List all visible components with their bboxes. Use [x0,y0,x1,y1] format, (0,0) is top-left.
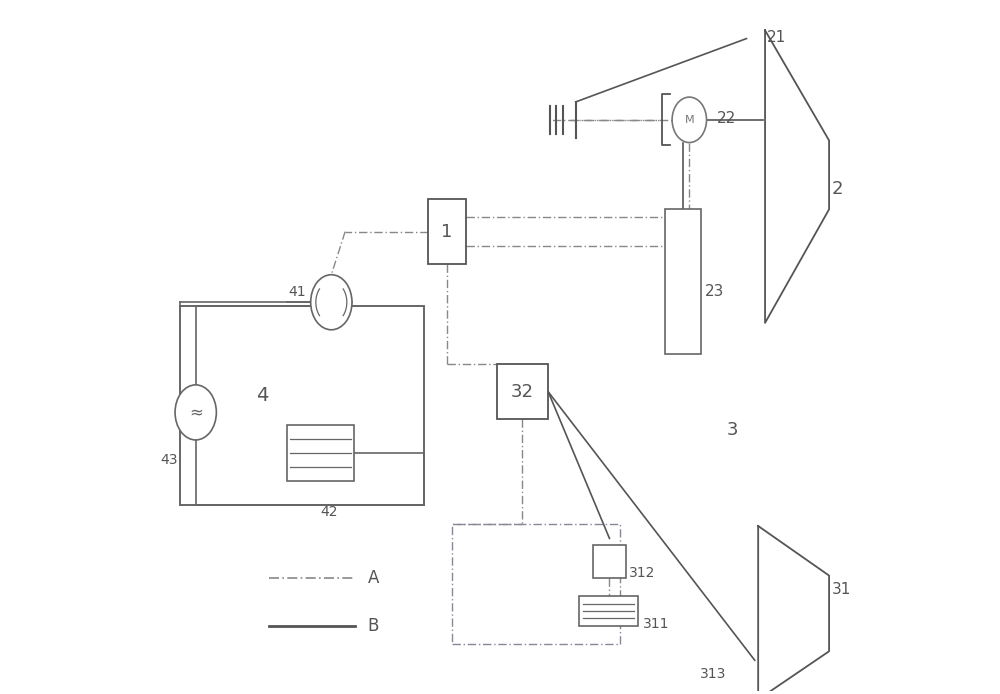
Text: ≈: ≈ [189,403,203,421]
Bar [428,199,466,264]
Bar [180,305,424,505]
Text: 4: 4 [256,386,269,405]
Ellipse shape [175,385,216,440]
Text: M: M [685,115,694,125]
Text: 1: 1 [441,223,452,241]
Text: B: B [368,617,379,635]
Text: 2: 2 [832,180,843,198]
Bar [593,545,626,577]
Ellipse shape [672,97,707,142]
Text: 21: 21 [766,30,786,44]
Text: A: A [368,568,379,586]
Bar [665,210,701,354]
Text: 313: 313 [700,667,727,681]
Text: 43: 43 [161,453,178,467]
Bar [497,364,548,419]
Text: 42: 42 [321,505,338,519]
Bar [452,524,620,645]
Bar [579,596,638,626]
Text: 3: 3 [727,421,739,439]
Text: 31: 31 [832,582,851,597]
Text: 23: 23 [704,285,724,299]
Text: 22: 22 [717,111,736,126]
Ellipse shape [311,275,352,330]
Text: 312: 312 [629,566,655,579]
Text: 32: 32 [511,383,534,400]
Text: 41: 41 [288,285,306,299]
Text: 311: 311 [643,618,669,632]
Bar [287,425,354,481]
